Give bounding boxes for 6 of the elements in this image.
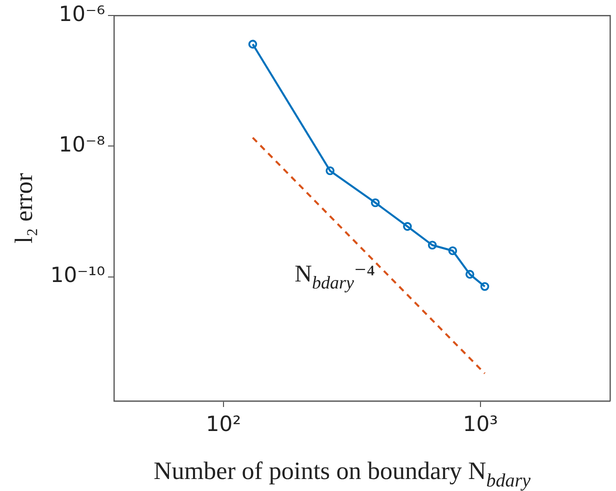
y-tick-label: 10⁻¹⁰ xyxy=(50,263,105,288)
y-tick-label: 10⁻⁸ xyxy=(58,132,105,157)
x-tick-label: 10³ xyxy=(462,412,498,436)
y-tick-label: 10⁻⁶ xyxy=(58,2,105,26)
x-tick-label: 10² xyxy=(206,412,242,436)
y-axis-title: l₂ error xyxy=(11,172,38,244)
